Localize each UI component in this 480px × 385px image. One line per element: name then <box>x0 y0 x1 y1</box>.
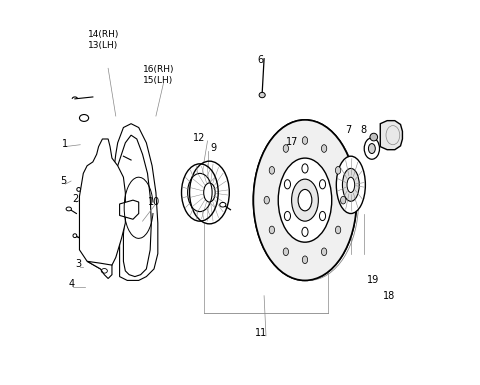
Text: 7: 7 <box>345 125 351 135</box>
Ellipse shape <box>269 226 275 234</box>
Ellipse shape <box>77 187 81 191</box>
Ellipse shape <box>66 207 72 211</box>
Ellipse shape <box>302 256 308 264</box>
Ellipse shape <box>253 120 357 280</box>
Ellipse shape <box>322 248 327 256</box>
Ellipse shape <box>336 156 365 214</box>
Ellipse shape <box>269 166 275 174</box>
Ellipse shape <box>283 145 288 152</box>
Ellipse shape <box>370 133 378 141</box>
Ellipse shape <box>264 196 269 204</box>
Ellipse shape <box>322 145 327 152</box>
Ellipse shape <box>340 196 346 204</box>
Text: 10: 10 <box>147 197 160 207</box>
Ellipse shape <box>291 179 318 221</box>
Text: 4: 4 <box>69 279 75 289</box>
Ellipse shape <box>259 92 265 98</box>
Ellipse shape <box>364 138 380 159</box>
Text: 3: 3 <box>75 259 81 269</box>
Polygon shape <box>120 200 139 219</box>
Ellipse shape <box>342 168 359 201</box>
Text: 6: 6 <box>257 55 264 65</box>
Ellipse shape <box>320 211 325 221</box>
Ellipse shape <box>284 211 290 221</box>
Text: 9: 9 <box>210 143 216 153</box>
Ellipse shape <box>298 189 312 211</box>
Polygon shape <box>80 139 125 269</box>
Ellipse shape <box>336 226 341 234</box>
Text: 11: 11 <box>255 328 267 338</box>
Text: 8: 8 <box>360 125 367 135</box>
Ellipse shape <box>220 203 226 207</box>
Text: 5: 5 <box>60 176 67 186</box>
Text: 19: 19 <box>367 276 380 285</box>
Text: 14(RH)
13(LH): 14(RH) 13(LH) <box>88 30 119 50</box>
Text: 18: 18 <box>383 291 395 301</box>
Ellipse shape <box>302 164 308 173</box>
Ellipse shape <box>336 166 341 174</box>
Ellipse shape <box>320 180 325 189</box>
Polygon shape <box>114 124 158 280</box>
Text: 17: 17 <box>286 137 298 147</box>
Ellipse shape <box>278 158 332 242</box>
Ellipse shape <box>347 177 355 192</box>
Text: 1: 1 <box>61 139 68 149</box>
Text: 12: 12 <box>192 133 205 143</box>
Ellipse shape <box>283 248 288 256</box>
Ellipse shape <box>369 144 375 154</box>
Polygon shape <box>380 121 402 150</box>
Text: 16(RH)
15(LH): 16(RH) 15(LH) <box>143 65 174 85</box>
Ellipse shape <box>302 137 308 144</box>
Ellipse shape <box>253 120 357 280</box>
Ellipse shape <box>284 180 290 189</box>
Polygon shape <box>87 261 112 278</box>
Text: 2: 2 <box>72 194 79 204</box>
Ellipse shape <box>302 227 308 236</box>
Ellipse shape <box>73 234 77 238</box>
